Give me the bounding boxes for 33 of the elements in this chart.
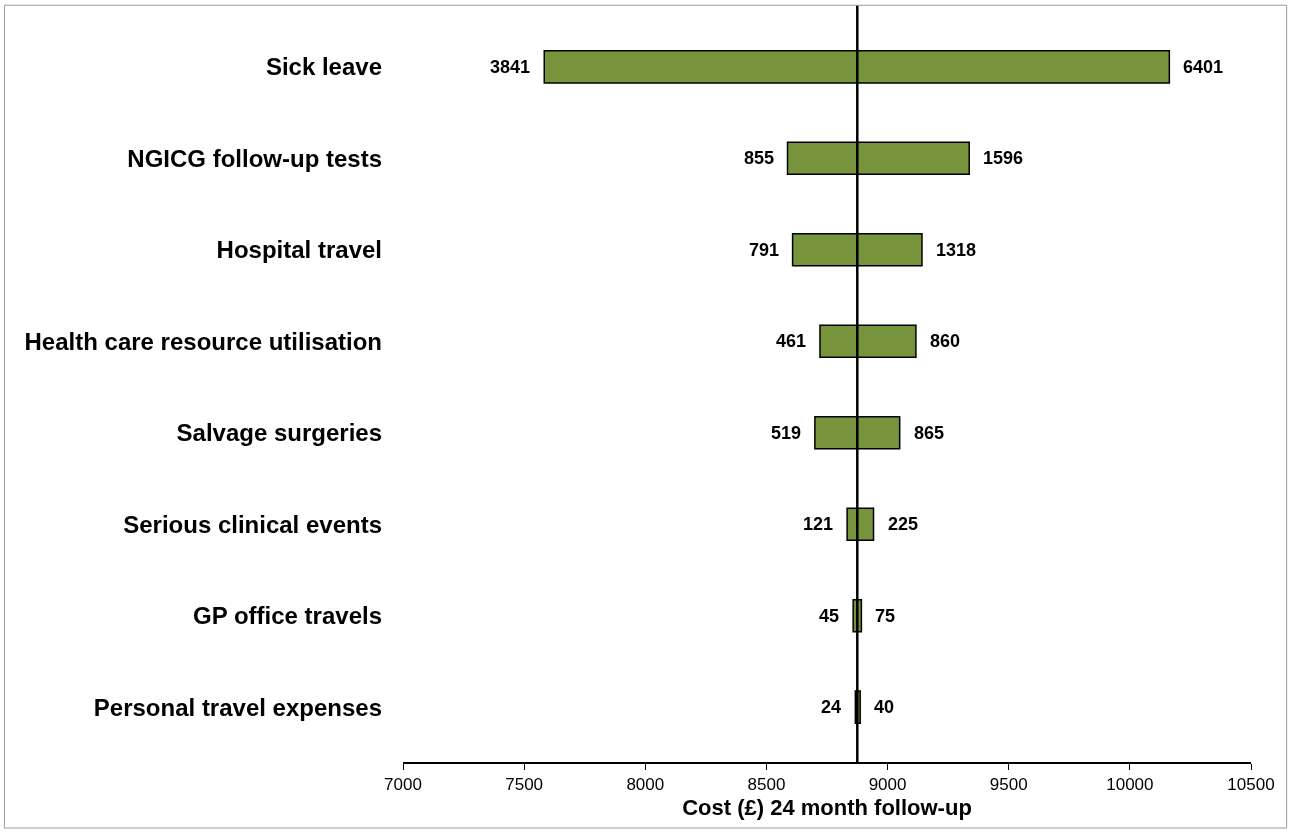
annotation: 791 [749,240,780,260]
y-tick-label: Sick leave [265,53,382,81]
annotation: 24 [821,697,842,717]
x-tick-label: 7500 [505,775,544,795]
annotation: 1596 [983,148,1024,168]
annotation: 461 [776,331,807,351]
annotation: 1318 [936,240,977,260]
annotation: 3841 [490,57,531,77]
annotation: 75 [875,606,896,626]
x-tick-label: 10000 [1106,775,1154,795]
annotation: 865 [914,423,945,443]
y-tick-label: Salvage surgeries [176,419,382,447]
x-tick-label: 7000 [384,775,422,795]
annotation: 40 [874,697,895,717]
x-tick-label: 9500 [989,775,1028,795]
annotation: 860 [930,331,961,351]
x-axis-title: Cost (£) 24 month follow-up [682,794,972,820]
x-tick-label: 8500 [747,775,786,795]
x-tick-label: 8000 [626,775,665,795]
annotation: 225 [888,514,919,534]
annotation: 121 [803,514,834,534]
x-tick-label: 9000 [868,775,907,795]
y-tick-label: Hospital travel [216,236,382,264]
annotation: 519 [771,423,802,443]
y-tick-label: Personal travel expenses [93,693,382,721]
x-tick-label: 10500 [1227,775,1275,795]
annotation: 6401 [1183,57,1224,77]
y-tick-label: Serious clinical events [123,510,382,538]
y-tick-label: GP office travels [193,602,382,630]
annotation: 45 [819,606,840,626]
y-tick-label: Health care resource utilisation [24,327,382,355]
y-tick-label: NGICG follow-up tests [127,144,382,172]
annotation: 855 [744,148,775,168]
